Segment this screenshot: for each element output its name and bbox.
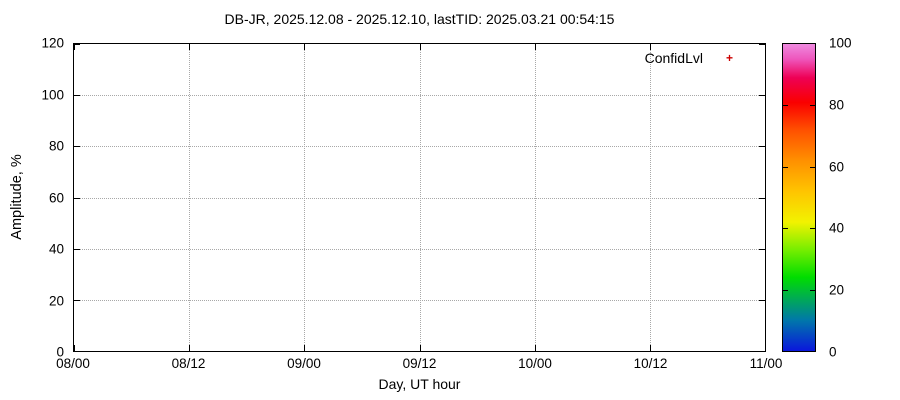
y-tick-label: 20	[48, 293, 64, 308]
axis-tick	[74, 248, 80, 250]
chart-title: DB-JR, 2025.12.08 - 2025.12.10, lastTID:…	[224, 11, 615, 27]
x-tick-label: 09/00	[287, 356, 321, 371]
y-tick-label: 120	[41, 35, 64, 51]
colorbar-tick	[783, 289, 788, 291]
axis-tick	[649, 44, 651, 50]
colorbar-tick	[810, 228, 815, 230]
colorbar	[782, 43, 816, 352]
colorbar-tick	[783, 166, 788, 168]
legend-point-marker-icon: +	[725, 51, 733, 65]
gridline-horizontal	[74, 146, 765, 148]
plot-area: ConfidLvl +	[73, 43, 766, 352]
axis-tick	[534, 44, 536, 50]
axis-tick	[759, 95, 765, 97]
axis-tick	[74, 146, 80, 148]
y-tick-label: 100	[41, 87, 64, 102]
colorbar-tick-labels: 0 20 40 60 80 100	[816, 36, 886, 360]
axis-tick	[759, 44, 765, 45]
x-tick-label: 08/12	[171, 356, 206, 371]
axis-tick	[74, 351, 80, 352]
axis-tick	[759, 351, 765, 352]
axis-tick	[765, 44, 766, 50]
y-tick-label: 40	[48, 241, 64, 257]
axis-tick	[304, 44, 306, 50]
colorbar-tick-label: 40	[829, 220, 845, 236]
axis-tick	[759, 299, 765, 301]
x-tick-label: 08/00	[56, 356, 90, 371]
colorbar-tick-label: 20	[829, 282, 845, 298]
gridline-horizontal	[74, 248, 765, 250]
colorbar-tick-label: 60	[829, 159, 845, 175]
colorbar-tick	[810, 289, 815, 291]
gridline-horizontal	[74, 299, 765, 301]
colorbar-tick-label: 0	[829, 344, 837, 360]
axis-tick	[74, 299, 80, 301]
gridline-horizontal	[74, 95, 765, 97]
colorbar-tick	[783, 105, 788, 107]
axis-tick	[419, 345, 421, 351]
grid-layer	[74, 44, 766, 352]
legend-label: ConfidLvl	[644, 50, 703, 66]
y-tick-label: 60	[48, 190, 64, 205]
colorbar-tick	[810, 105, 815, 107]
axis-tick	[759, 197, 765, 199]
axis-tick	[534, 345, 536, 351]
axis-tick	[649, 345, 651, 351]
axis-tick	[765, 345, 766, 351]
colorbar-tick-label: 100	[829, 35, 852, 51]
axis-tick	[419, 44, 421, 50]
x-tick-label: 09/12	[402, 356, 437, 371]
axis-tick	[759, 248, 765, 250]
x-axis-label: Day, UT hour	[378, 376, 461, 392]
axis-tick	[74, 44, 75, 50]
x-tick-labels: 08/00 08/12 09/00 09/12 10/00 10/12 11/00	[56, 356, 782, 373]
axis-tick	[189, 44, 191, 50]
axis-tick	[759, 146, 765, 148]
colorbar-tick	[783, 228, 788, 230]
y-tick-label: 80	[48, 138, 64, 154]
axis-tick	[74, 95, 80, 97]
x-tick-label: 10/00	[518, 356, 552, 371]
axis-tick	[74, 345, 75, 351]
colorbar-tick-label: 80	[829, 97, 845, 113]
y-tick-labels: 0 20 40 60 80 100 120	[0, 36, 64, 360]
legend: ConfidLvl +	[645, 50, 733, 66]
x-tick-label: 11/00	[749, 356, 783, 371]
axis-tick	[74, 197, 80, 199]
axis-tick	[189, 345, 191, 351]
x-tick-label: 10/12	[633, 356, 668, 371]
y-tick-label: 0	[56, 344, 64, 360]
colorbar-tick	[810, 166, 815, 168]
axis-tick	[74, 44, 80, 45]
axis-tick	[304, 345, 306, 351]
gridline-horizontal	[74, 197, 765, 199]
